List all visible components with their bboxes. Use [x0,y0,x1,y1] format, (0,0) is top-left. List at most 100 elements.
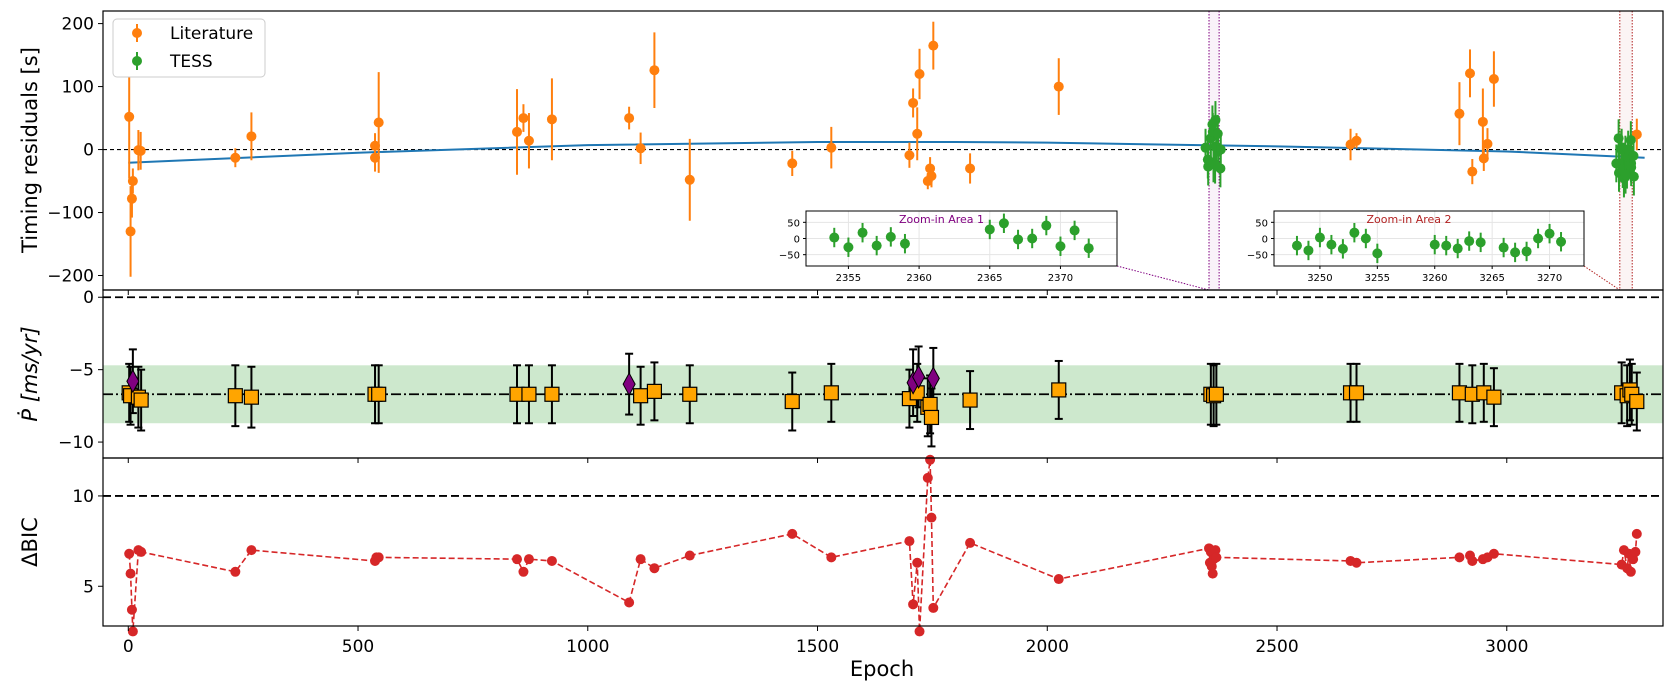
bic-point [127,626,138,637]
legend-frame [112,18,266,78]
square-point [823,385,839,401]
bic-point [1053,574,1064,585]
x-tick-label: 3000 [1485,637,1528,657]
bic-point [373,552,384,563]
inset-ytick-label: 50 [1255,218,1268,229]
bic-point [1211,552,1222,563]
inset-tess-point [843,242,854,253]
legend-tess-marker [132,56,142,66]
inset-zoom-area-2: 3250 3255 3260 3265 3270 50 0 −50 Zoom-in Area 2 [1247,210,1621,291]
literature-point [126,193,137,204]
literature-point [649,65,660,76]
y-axis-label-pdot: Ṗ [ms/yr] [17,326,42,421]
inset-tess-point [1498,242,1509,253]
y-tick-label: 10 [72,487,94,507]
bic-point [246,545,257,556]
square-point [544,386,560,402]
square-point [371,386,387,402]
tess-point [1628,150,1639,161]
inset-border [1273,210,1585,267]
square-point [682,386,698,402]
bic-point [518,566,529,577]
inset-ytick-label: 50 [787,218,800,229]
literature-point [125,226,136,237]
literature-point [1465,68,1476,79]
literature-point [246,131,257,142]
square-point [1051,382,1067,398]
y-axis-label-residuals: Timing residuals [s] [18,47,42,254]
bic-point [125,568,136,579]
legend: Literature TESS [112,18,266,78]
inset-ytick-label: −50 [1247,251,1268,262]
fit-curve [128,140,1645,164]
x-tick-label: 1000 [566,637,609,657]
y-tick-label: 200 [62,15,94,35]
inset-tess-point [1452,243,1463,254]
y-tick-label: 5 [83,577,94,597]
literature-point [1482,138,1493,149]
inset-ytick-label: 0 [794,235,800,246]
square-point [227,388,243,404]
inset-tess-point [871,240,882,251]
legend-literature-label: Literature [170,24,253,44]
y-tick-label: −200 [47,267,94,287]
literature-point [124,111,135,122]
literature-point [684,174,695,185]
bic-point [1625,566,1636,577]
literature-point [135,145,146,156]
literature-point [1053,81,1064,92]
x-tick-label: 2000 [1026,637,1069,657]
literature-point [624,113,635,124]
bic-point [624,597,635,608]
literature-point [546,114,557,125]
square-point [1348,385,1365,401]
bic-point [904,536,915,547]
bic-point [908,599,919,610]
bic-point [1631,528,1642,539]
inset-tess-point [1291,240,1302,251]
diamond-point [126,369,140,394]
inset-tess-point [1533,233,1544,244]
x-tick-label: 2500 [1255,637,1298,657]
bic-point [1467,555,1478,566]
inset-tess-point [1326,239,1337,250]
y-tick-label: 0 [83,288,94,308]
inset-tess-point [998,218,1009,229]
inset-tess-point [1337,243,1348,254]
literature-point [1488,74,1499,85]
literature-point [787,158,798,169]
bic-point [126,604,137,615]
inset-connector [1116,265,1210,291]
inset-tess-point [1521,246,1532,257]
inset-tess-point [1041,220,1052,231]
y-tick-label: −10 [58,433,94,453]
bic-point [124,548,135,559]
square-point [646,383,662,399]
bic-point [1454,552,1465,563]
y-tick-label: 100 [62,78,94,98]
bic-point [925,454,936,465]
literature-point [1467,166,1478,177]
inset-tess-point [899,238,910,249]
bic-point [512,554,523,565]
literature-point [230,152,241,163]
literature-point [925,163,936,174]
bic-point [1207,568,1218,579]
inset-zoom-area-1: 2355 2360 2365 2370 50 0 −50 Zoom-in Area 1 [779,210,1210,291]
square-point [521,386,537,402]
literature-point [127,176,138,187]
square-point [633,388,649,404]
literature-point [1351,135,1362,146]
bic-point [1630,546,1641,557]
bic-point [136,546,147,557]
inset-title: Zoom-in Area 1 [899,213,984,226]
bic-point [635,554,646,565]
diamond-point [622,372,636,397]
tess-point [1212,128,1223,139]
inset-tess-point [1372,248,1383,259]
bic-point [826,552,837,563]
bic-point [523,554,534,565]
inset-tess-point [1464,236,1475,247]
inset-tess-point [1475,237,1486,248]
inset-title: Zoom-in Area 2 [1366,213,1451,226]
